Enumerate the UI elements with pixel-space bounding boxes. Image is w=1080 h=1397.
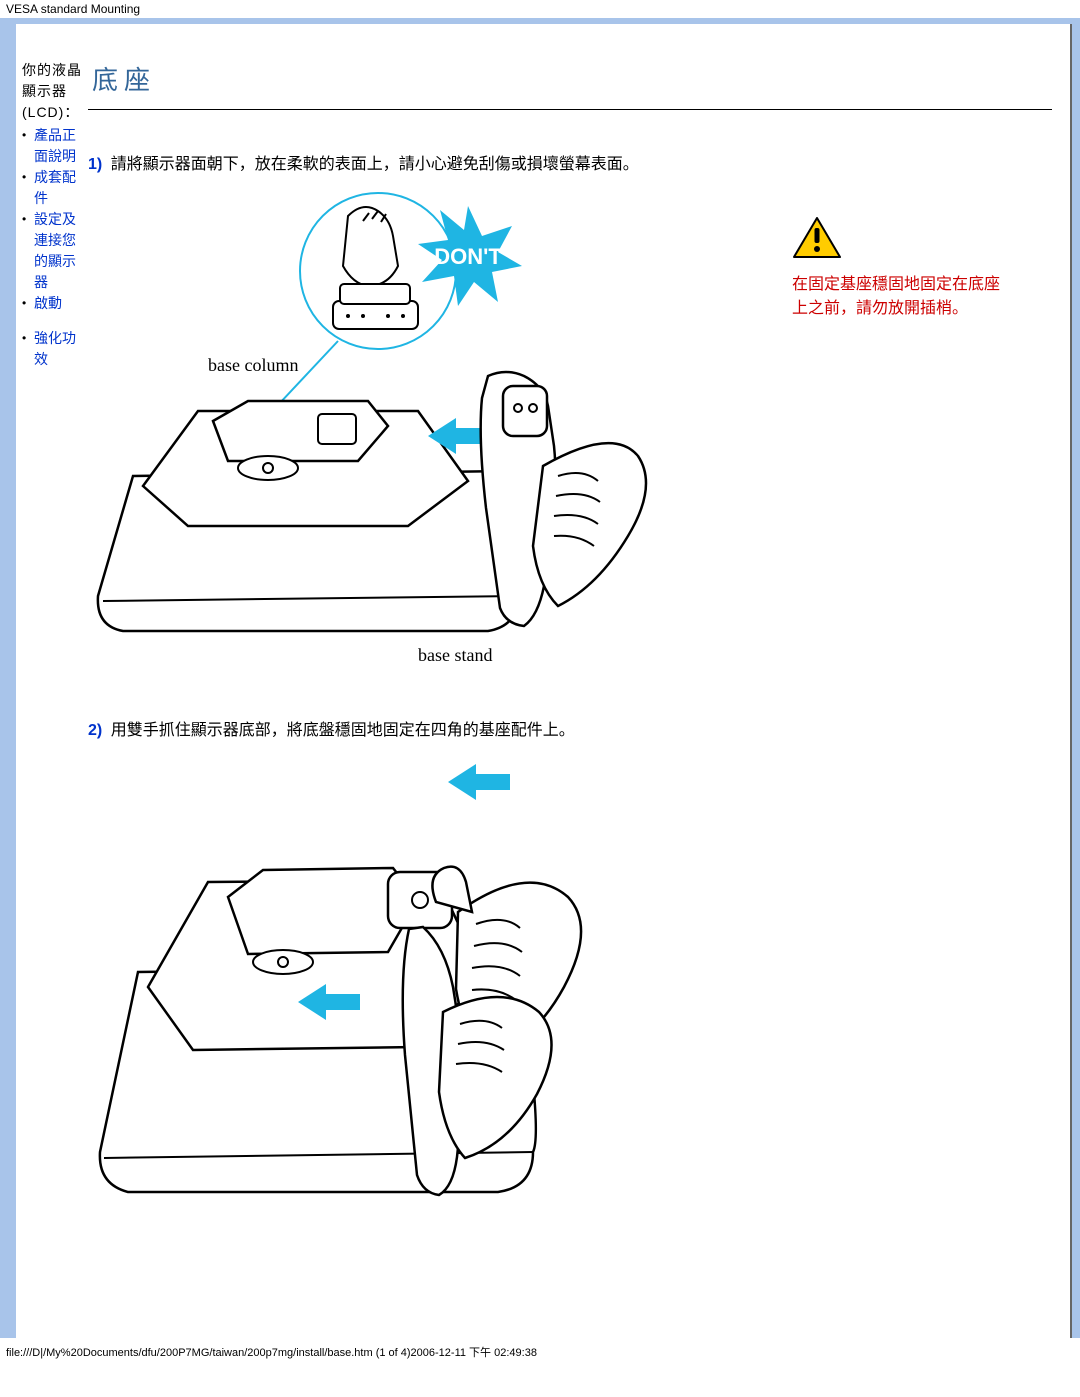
step-text: 用雙手抓住顯示器底部，將底盤穩固地固定在四角的基座配件上。 [111, 722, 575, 739]
sidebar-heading: 你的液晶顯示器 (LCD)： [22, 60, 88, 123]
step-text: 請將顯示器面朝下，放在柔軟的表面上，請小心避免刮傷或損壞螢幕表面。 [111, 156, 639, 173]
warning-icon [792, 216, 842, 260]
bullet-icon: • [22, 293, 34, 313]
nav-link-accessory-pack[interactable]: 成套配件 [34, 167, 88, 209]
step-2-block: 2) 用雙手抓住顯示器底部，將底盤穩固地固定在四角的基座配件上。 [88, 716, 1052, 1237]
bullet-icon: • [22, 167, 34, 187]
warning-text: 在固定基座穩固地固定在底座上之前，請勿放開插梢。 [792, 273, 1012, 321]
nav-link-product-front[interactable]: 產品正面說明 [34, 125, 88, 167]
dont-label: DON'T [434, 244, 502, 269]
label-base-column: base column [208, 355, 298, 375]
illustration-2 [88, 752, 648, 1232]
sidebar-item: • 產品正面說明 [22, 125, 88, 167]
sidebar-item: • 啟動 [22, 293, 88, 314]
nav-link-optimize[interactable]: 強化功效 [34, 328, 88, 370]
step-1: 1) 請將顯示器面朝下，放在柔軟的表面上，請小心避免刮傷或損壞螢幕表面。 [88, 150, 1052, 174]
sidebar-item: • 設定及連接您的顯示器 [22, 209, 88, 293]
figure-1: DON'T [88, 186, 1052, 686]
illustration-1: DON'T [88, 186, 648, 676]
step-number: 2) [88, 722, 102, 739]
footer-path: file:///D|/My%20Documents/dfu/200P7MG/ta… [0, 1338, 1080, 1366]
sidebar-item: • 強化功效 [22, 328, 88, 370]
page-title: 底座 [92, 60, 1052, 97]
main-content: 底座 1) 請將顯示器面朝下，放在柔軟的表面上，請小心避免刮傷或損壞螢幕表面。 [88, 60, 1072, 1237]
bullet-icon: • [22, 328, 34, 348]
page-frame: 你的液晶顯示器 (LCD)： • 產品正面說明 • 成套配件 • 設定及連接您的… [0, 18, 1080, 1338]
label-base-stand: base stand [418, 645, 492, 665]
horizontal-rule [88, 109, 1052, 110]
header-title: VESA standard Mounting [0, 0, 1080, 18]
step-number: 1) [88, 156, 102, 173]
sidebar-item: • 成套配件 [22, 167, 88, 209]
bullet-icon: • [22, 125, 34, 145]
nav-link-getting-started[interactable]: 啟動 [34, 293, 62, 314]
bullet-icon: • [22, 209, 34, 229]
scroll-edge [1070, 24, 1072, 1338]
sidebar: 你的液晶顯示器 (LCD)： • 產品正面說明 • 成套配件 • 設定及連接您的… [16, 60, 88, 1237]
warning-box: 在固定基座穩固地固定在底座上之前，請勿放開插梢。 [792, 216, 1012, 321]
step-2: 2) 用雙手抓住顯示器底部，將底盤穩固地固定在四角的基座配件上。 [88, 716, 1052, 740]
nav-link-setup-connect[interactable]: 設定及連接您的顯示器 [34, 209, 88, 293]
